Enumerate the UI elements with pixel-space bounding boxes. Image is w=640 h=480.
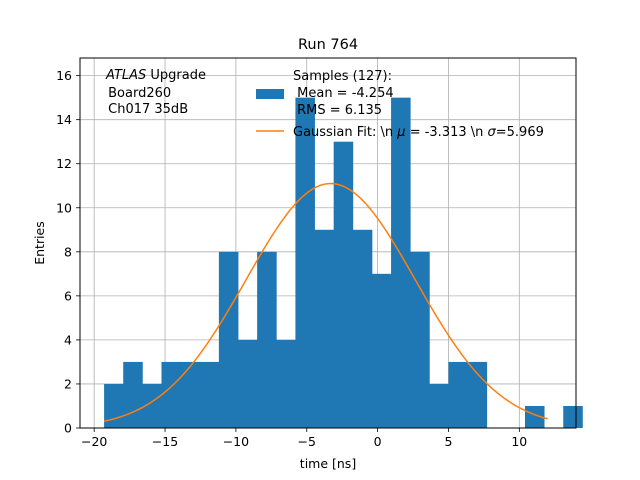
chart-title: Run 764 [298,37,358,53]
histogram-bar [123,361,143,428]
channel-label: Ch017 35dB [104,102,188,117]
histogram-bar [524,405,545,428]
y-tick-label: 16 [56,68,72,83]
histogram-bar [257,251,277,428]
histogram-bar [448,361,468,428]
y-axis-ticks: 0 2 4 6 8 10 12 14 16 [56,68,80,436]
y-tick-label: 4 [64,332,72,347]
histogram-bar [371,273,392,428]
histogram-bars [104,97,583,429]
legend-sigma-symbol: σ [488,125,497,140]
legend-mu-symbol: μ [396,125,405,140]
atlas-italic: ATLAS [105,68,146,83]
histogram-bar [238,339,258,428]
y-tick-label: 0 [64,421,72,436]
histogram-bar [333,141,354,428]
histogram-bar [218,251,239,428]
histogram-bar [161,361,182,428]
y-tick-label: 8 [64,244,72,259]
histogram-bar [467,361,488,428]
histogram-bar [199,361,220,428]
plot-frame [79,57,577,429]
y-tick-label: 2 [64,376,72,391]
histogram-bar [276,339,296,428]
atlas-label: ATLAS Upgrade [105,68,206,83]
histogram-bar [429,383,449,428]
x-tick-label: 5 [444,434,452,449]
legend-fit-sigma: =5.969 [496,125,544,140]
x-tick-label: −20 [81,434,107,449]
histogram-bar [563,405,583,428]
histogram-bar [295,97,315,429]
x-tick-label: 0 [374,434,382,449]
y-tick-label: 10 [56,200,72,215]
legend-hist-line1: Samples (127): [293,69,392,84]
histogram-bar [104,383,124,428]
gaussian-fit [103,182,548,422]
y-tick-label: 14 [56,112,72,127]
legend-hist-line2: Mean = -4.254 [293,86,394,101]
x-tick-label: −15 [152,434,178,449]
atlas-upgrade: Upgrade [146,68,206,83]
legend-fit-mu: = -3.313 \n [406,125,488,140]
legend-fit-prefix: Gaussian Fit: \n [293,125,397,140]
x-tick-label: −5 [298,434,316,449]
histogram-bar [314,229,335,428]
x-tick-label: 10 [511,434,527,449]
y-axis-label: Entries [32,221,47,265]
y-tick-label: 6 [64,288,72,303]
legend-hist-swatch [256,89,284,99]
histogram-bar [410,251,430,428]
legend-hist-line3: RMS = 6.135 [293,103,382,118]
x-tick-label: −10 [223,434,249,449]
y-tick-label: 12 [56,156,72,171]
histogram-bar [180,361,201,428]
atlas-annotation: ATLAS Upgrade Board260 Ch017 35dB [104,68,206,117]
histogram-bar [142,383,162,428]
legend: Samples (127): Mean = -4.254 RMS = 6.135… [256,69,544,140]
histogram-bar [391,97,411,429]
x-axis-label: time [ns] [300,456,356,471]
histogram-bar [352,229,373,428]
x-axis-ticks: −20 −15 −10 −5 0 5 10 [81,428,527,449]
legend-fit-label: Gaussian Fit: \n μ = -3.313 \n σ=5.969 [293,125,544,140]
fit-curve [103,182,548,422]
board-label: Board260 [104,86,171,101]
